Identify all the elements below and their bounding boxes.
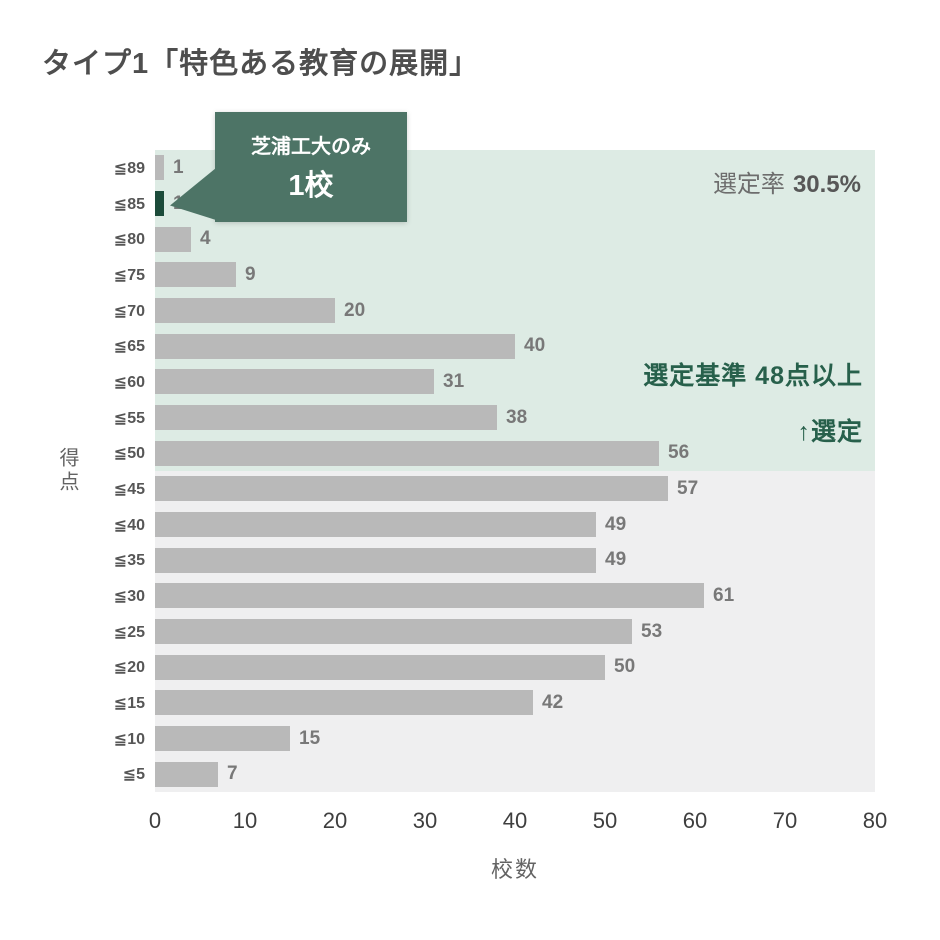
bar-row: ≦75 9: [114, 257, 875, 293]
y-tick-label: ≦65: [113, 338, 145, 356]
y-tick-label: ≦70: [113, 302, 145, 320]
value-label: 9: [245, 263, 256, 285]
y-tick-label: ≦80: [113, 231, 145, 249]
y-tick-label: ≦15: [113, 694, 145, 712]
bar: [155, 262, 236, 288]
y-tick-label: ≦75: [113, 266, 145, 284]
x-tick-label: 10: [232, 808, 258, 833]
bar-row: ≦65 40: [114, 328, 875, 364]
value-label: 38: [506, 406, 528, 428]
y-tick-label: ≦10: [113, 730, 145, 748]
bar-row: ≦80 4: [114, 221, 875, 257]
x-tick-label: 70: [772, 808, 798, 833]
y-tick-label: ≦30: [113, 587, 145, 605]
bar: [155, 512, 596, 538]
y-tick-label: ≦25: [113, 623, 145, 641]
callout-tooltip: 芝浦工大のみ 1校: [170, 112, 407, 222]
bar-row: ≦70 20: [114, 293, 875, 329]
x-tick-label: 60: [682, 808, 708, 833]
value-label: 1: [173, 156, 184, 178]
bar: [155, 155, 164, 181]
value-label: 31: [443, 370, 465, 392]
x-axis-ticks: 0 10 20 30 40 50 60 70 80: [149, 808, 887, 838]
callout-line1: 芝浦工大のみ: [251, 136, 371, 158]
value-label: 61: [713, 584, 735, 606]
highlighted-bar: [155, 191, 164, 216]
y-tick-label: ≦60: [113, 373, 145, 391]
callout-line2: 1校: [288, 170, 334, 202]
y-tick-label: ≦5: [122, 766, 145, 784]
bar-row: ≦20 50: [114, 649, 875, 685]
selected-arrow-annotation: ↑選定: [797, 418, 863, 446]
bar-row: ≦45 57: [114, 471, 875, 507]
bar-row: ≦89 1: [114, 150, 875, 186]
y-tick-label: ≦35: [113, 552, 145, 570]
value-label: 7: [227, 763, 238, 785]
bar: [155, 298, 335, 324]
value-label: 49: [605, 549, 627, 571]
bar: [155, 405, 497, 431]
bar-row: ≦30 61: [114, 578, 875, 614]
bar-rows: ≦891≦851≦804≦759≦7020≦6540≦6031≦5538≦505…: [114, 150, 875, 792]
value-label: 50: [614, 656, 636, 678]
plot-area: ≦891≦851≦804≦759≦7020≦6540≦6031≦5538≦505…: [56, 150, 887, 882]
value-label: 42: [542, 691, 564, 713]
bar: [155, 547, 596, 573]
bar-row: ≦50 56: [114, 435, 875, 471]
y-tick-label: ≦20: [113, 659, 145, 677]
bar: [155, 761, 218, 787]
value-label: 20: [344, 299, 366, 321]
bar: [155, 440, 659, 466]
value-label: 15: [299, 727, 321, 749]
x-tick-label: 40: [502, 808, 528, 833]
chart-title: タイプ1「特色ある教育の展開」: [42, 48, 480, 80]
bar: [155, 619, 632, 645]
y-tick-label: ≦45: [113, 480, 145, 498]
y-tick-label: ≦50: [113, 445, 145, 463]
y-tick-label: ≦40: [113, 516, 145, 534]
value-label: 53: [641, 620, 663, 642]
value-label: 49: [605, 513, 627, 535]
y-axis-label: 得点: [56, 447, 78, 495]
bar: [155, 476, 668, 502]
bar: [155, 226, 191, 252]
x-tick-label: 80: [862, 808, 888, 833]
bar-row: ≦40 49: [114, 507, 875, 543]
value-label: 57: [677, 477, 699, 499]
bar-row: ≦60 31: [114, 364, 875, 400]
x-tick-label: 0: [148, 808, 162, 833]
bar-row: ≦35 49: [114, 542, 875, 578]
selection-rate-label: 選定率: [712, 171, 785, 198]
bar: [155, 654, 605, 680]
x-tick-label: 20: [322, 808, 348, 833]
bar: [155, 333, 515, 359]
x-tick-label: 30: [412, 808, 438, 833]
selection-rate-value: 30.5%: [792, 171, 861, 198]
bar: [155, 726, 290, 752]
bar: [155, 690, 533, 716]
x-tick-label: 50: [592, 808, 618, 833]
value-label: 4: [200, 228, 211, 250]
bar-row: ≦25 53: [114, 614, 875, 650]
y-tick-label: ≦85: [113, 195, 145, 213]
selection-rate-annotation: 選定率 30.5%: [713, 164, 861, 199]
bar-row: ≦55 38: [114, 400, 875, 436]
value-label: 40: [524, 335, 546, 357]
value-label: 56: [668, 442, 690, 464]
bar-row: ≦10 15: [114, 721, 875, 757]
x-axis-label: 校数: [490, 857, 540, 882]
criteria-annotation: 選定基準 48点以上: [643, 362, 863, 390]
bar-row: ≦5 7: [123, 756, 875, 792]
bar: [155, 369, 434, 395]
bar: [155, 583, 704, 609]
y-tick-label: ≦89: [113, 159, 145, 177]
bar-row: ≦15 42: [114, 685, 875, 721]
y-tick-label: ≦55: [113, 409, 145, 427]
